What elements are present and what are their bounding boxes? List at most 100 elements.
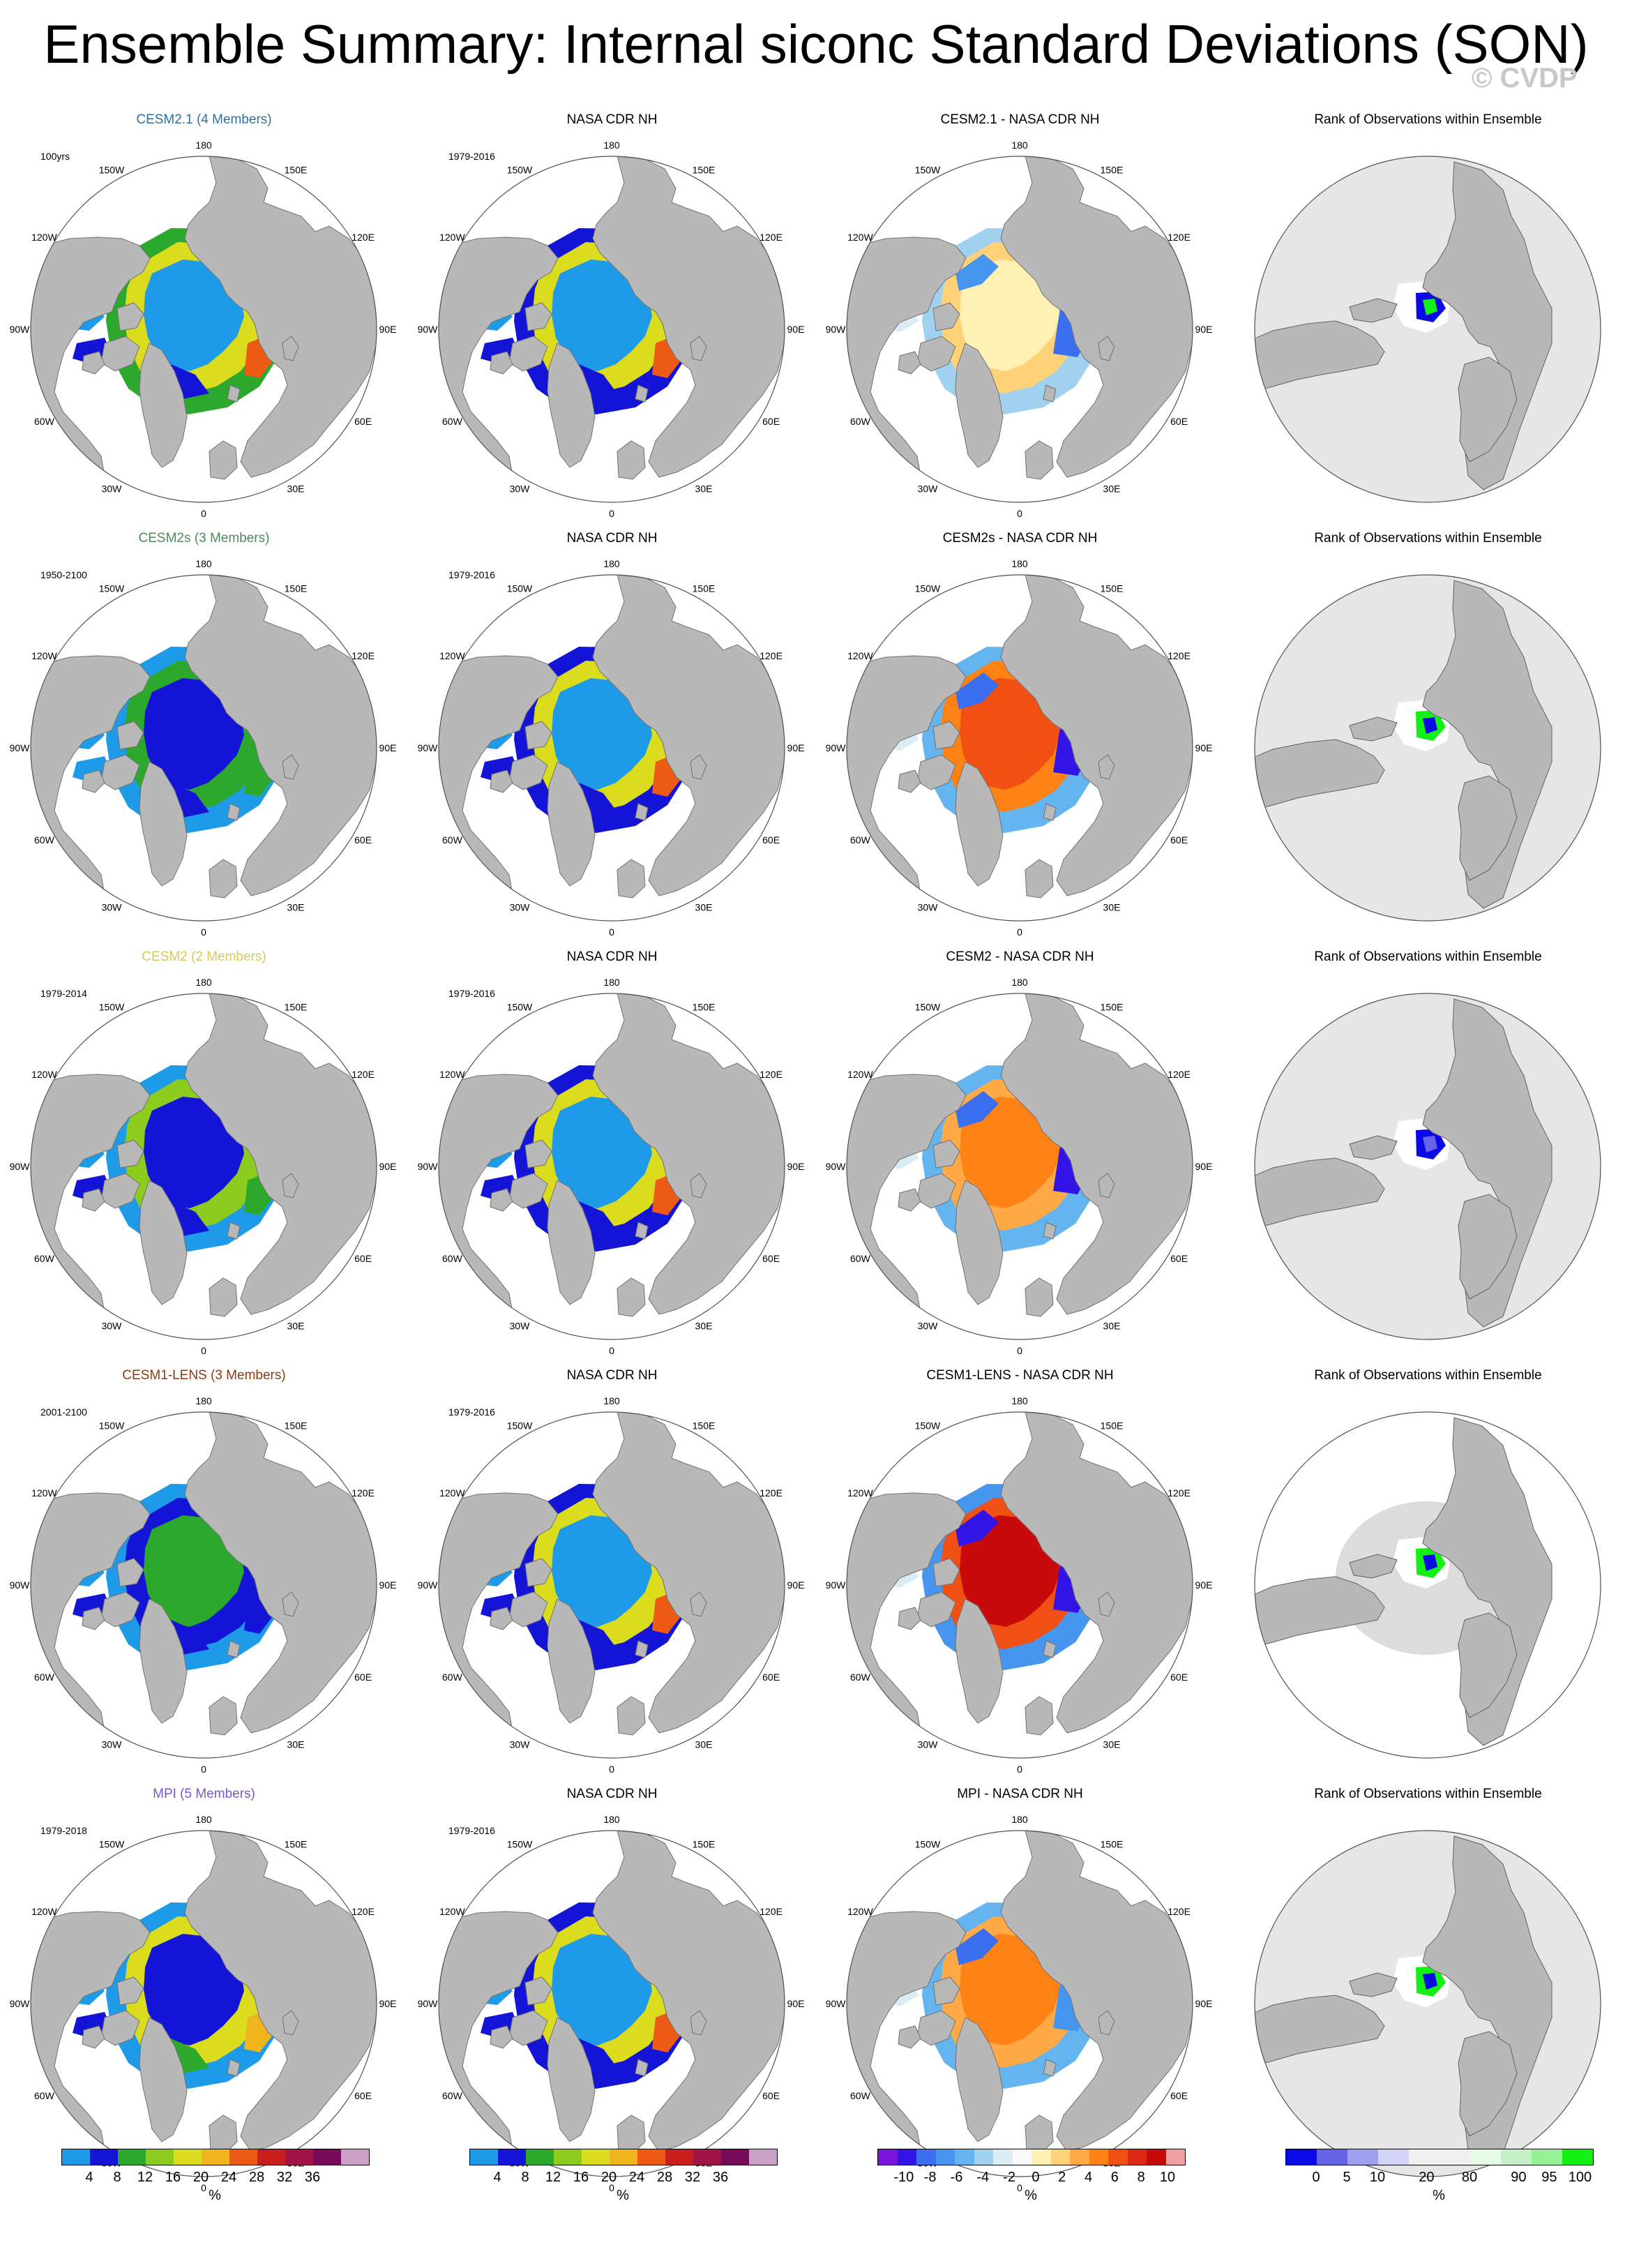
- grid-label-180: 180: [603, 558, 620, 569]
- grid-label-90e: 90E: [1195, 324, 1213, 335]
- colorbar-swatch: [1165, 2149, 1185, 2165]
- grid-label-90e: 90E: [787, 1998, 805, 2009]
- grid-label-120w: 120W: [847, 1487, 873, 1499]
- grid-label-150w: 150W: [99, 1001, 125, 1012]
- grid-label-60w: 60W: [442, 1672, 463, 1683]
- colorbar-swatch: [257, 2149, 285, 2165]
- grid-label-0: 0: [1017, 2182, 1022, 2193]
- grid-label-30w: 30W: [918, 1321, 939, 1332]
- grid-label-150w: 150W: [507, 1001, 533, 1012]
- grid-label-90w: 90W: [826, 1998, 847, 2009]
- panel-title: Rank of Observations within Ensemble: [1314, 949, 1542, 964]
- panel-model-row-3: CESM2 (2 Members) 1979-2014 180 150E 120E 90E…: [0, 949, 408, 1367]
- colorbar-tick: 2: [1058, 2170, 1066, 2185]
- grid-label-0: 0: [201, 1345, 206, 1356]
- grid-label-90w: 90W: [826, 1161, 847, 1172]
- grid-label-150w: 150W: [99, 1838, 125, 1849]
- colorbar-swatch: [341, 2149, 369, 2165]
- grid-label-90e: 90E: [1195, 1998, 1213, 2009]
- grid-label-150e: 150E: [693, 164, 716, 175]
- grid-label-60e: 60E: [1170, 1253, 1188, 1264]
- colorbar-swatch: [1108, 2149, 1128, 2165]
- grid-label-150e: 150E: [693, 1838, 716, 1849]
- colorbar-tick: 24: [220, 2170, 237, 2185]
- colorbar-tick: 20: [192, 2170, 209, 2185]
- panel-obs-row-5: NASA CDR NH1979-2016180150E120E90E60E30E…: [408, 1786, 816, 2205]
- grid-label-150w: 150W: [915, 164, 941, 175]
- grid-label-90w: 90W: [826, 324, 847, 335]
- colorbar-swatch: [878, 2149, 898, 2165]
- colorbar-swatch: [1089, 2149, 1108, 2165]
- colorbar-tick: 80: [1461, 2170, 1478, 2185]
- grid-label-150w: 150W: [915, 1420, 941, 1431]
- colorbar-swatch: [1409, 2149, 1440, 2165]
- grid-label-120w: 120W: [439, 650, 465, 661]
- colorbar-swatch: [1440, 2149, 1470, 2165]
- colorbar-tick: 12: [545, 2170, 561, 2185]
- grid-label-90e: 90E: [379, 1161, 397, 1172]
- colorbar-swatch: [693, 2149, 721, 2165]
- colorbar-swatch: [974, 2149, 993, 2165]
- grid-label-30w: 30W: [102, 1739, 123, 1750]
- grid-label-30w: 30W: [102, 483, 123, 495]
- grid-label-30e: 30E: [695, 1321, 713, 1332]
- colorbar-swatch: [1127, 2149, 1147, 2165]
- grid-label-60w: 60W: [34, 416, 55, 427]
- grid-label-150w: 150W: [915, 1001, 941, 1012]
- colorbar: [469, 2149, 778, 2165]
- colorbar-swatch: [637, 2149, 665, 2165]
- colorbar-swatch: [1532, 2149, 1562, 2165]
- period-label: 1979-2016: [448, 569, 495, 580]
- panel-diff-row-3: CESM2 - NASA CDR NH 180 150E 120E 90E 60E 30E 0…: [816, 949, 1224, 1367]
- grid-label-90w: 90W: [10, 1579, 31, 1591]
- colorbar-swatch: [1562, 2149, 1593, 2165]
- panel-rank-row-4: Rank of Observations within Ensemble: [1224, 1367, 1632, 1786]
- grid-label-120w: 120W: [439, 1487, 465, 1499]
- grid-label-30e: 30E: [1103, 1739, 1121, 1750]
- grid-label-0: 0: [609, 926, 614, 938]
- grid-label-120w: 120W: [31, 1906, 57, 1917]
- grid-label-60e: 60E: [762, 416, 780, 427]
- grid-label-30e: 30E: [695, 902, 713, 913]
- colorbar-tick: 16: [573, 2170, 589, 2185]
- grid-label-0: 0: [609, 508, 614, 519]
- grid-label-90w: 90W: [10, 324, 31, 335]
- grid-label-120e: 120E: [1168, 232, 1191, 243]
- grid-label-90e: 90E: [1195, 742, 1213, 753]
- grid-label-150e: 150E: [1101, 164, 1124, 175]
- colorbar-swatch: [90, 2149, 118, 2165]
- grid-label-60w: 60W: [850, 2090, 871, 2101]
- grid-label-120w: 120W: [31, 232, 57, 243]
- panel-model-row-5: MPI (5 Members) 1979-2018 180 150E 120E 90E 60…: [0, 1786, 408, 2205]
- grid-label-150w: 150W: [915, 1838, 941, 1849]
- grid-label-0: 0: [201, 926, 206, 938]
- panel-title: NASA CDR NH: [566, 531, 658, 546]
- colorbar-swatch: [897, 2149, 916, 2165]
- period-label: 1979-2016: [448, 1825, 495, 1836]
- panel-title: CESM2.1 (4 Members): [136, 112, 272, 127]
- panel-title: Rank of Observations within Ensemble: [1314, 1368, 1542, 1383]
- colorbar-tick: 10: [1369, 2170, 1386, 2185]
- colorbar-swatch: [582, 2149, 610, 2165]
- grid-label-150e: 150E: [1101, 1838, 1124, 1849]
- grid-label-60e: 60E: [354, 1253, 372, 1264]
- grid-label-180: 180: [603, 140, 620, 151]
- colorbar-tick: 8: [521, 2170, 529, 2185]
- panel-model-row-2: CESM2s (3 Members) 1950-2100 180 150E 120E 90…: [0, 530, 408, 949]
- grid-label-60e: 60E: [1170, 1672, 1188, 1683]
- colorbar-swatch: [993, 2149, 1013, 2165]
- colorbar-tick: 10: [1159, 2170, 1176, 2185]
- panel-obs-row-1: NASA CDR NH 1979-2016 180 150E 120E 90E 60E 30E…: [408, 112, 816, 530]
- grid-label-150e: 150E: [693, 1420, 716, 1431]
- panel-model-row-1: CESM2.1 (4 Members) 100yrs 180 150E 120E 90E 6…: [0, 112, 408, 530]
- grid-label-30w: 30W: [102, 902, 123, 913]
- colorbar-swatch: [1347, 2149, 1378, 2165]
- panel-title: NASA CDR NH: [566, 1787, 658, 1801]
